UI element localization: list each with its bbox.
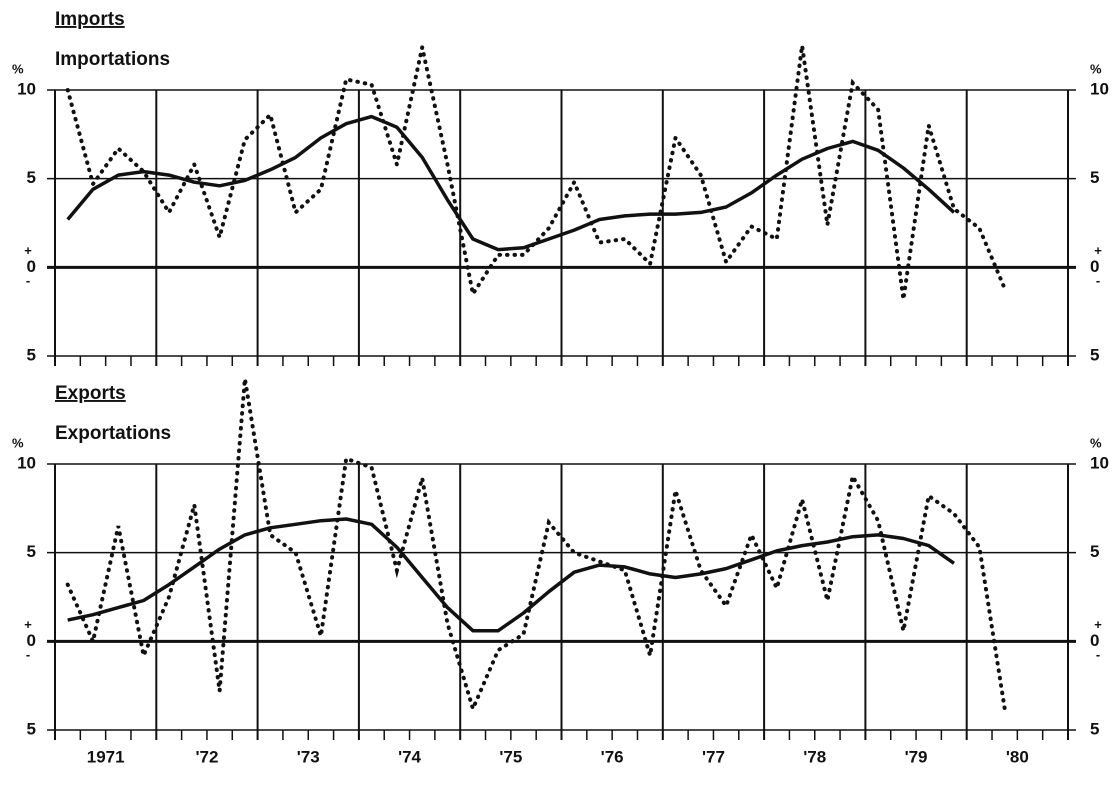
unit-label: % [1090, 61, 1102, 76]
x-tick-label: '74 [398, 747, 421, 766]
x-tick-label: '80 [1006, 747, 1029, 766]
panel-subtitle: Importations [55, 49, 170, 70]
unit-label: % [12, 61, 24, 76]
y-tick-label: 5 [27, 719, 36, 738]
x-tick-label: '76 [601, 747, 624, 766]
y-tick-label: 5 [27, 345, 36, 364]
zero-sign: - [1096, 647, 1100, 662]
panel-title: Imports [55, 9, 125, 30]
x-tick-label: '73 [297, 747, 320, 766]
unit-label: % [12, 435, 24, 450]
zero-sign: - [1096, 273, 1100, 288]
zero-sign: - [26, 273, 30, 288]
series-line [67, 517, 956, 633]
series-line [65, 45, 1007, 300]
y-tick-label: 10 [17, 79, 36, 98]
zero-sign: + [1094, 243, 1102, 258]
x-tick-label: 1971 [87, 747, 125, 766]
y-tick-label: 10 [17, 453, 36, 472]
y-tick-label: 10 [1090, 453, 1109, 472]
zero-sign: + [24, 617, 32, 632]
unit-label: % [1090, 435, 1102, 450]
y-tick-label: 0 [27, 257, 36, 276]
x-tick-label: '75 [499, 747, 522, 766]
zero-sign: - [26, 647, 30, 662]
y-tick-label: 0 [27, 631, 36, 650]
panel-title: Exports [55, 383, 126, 404]
y-tick-label: 5 [27, 542, 36, 561]
series-line [66, 114, 956, 252]
x-tick-label: '72 [195, 747, 218, 766]
y-tick-label: 0 [1090, 631, 1099, 650]
y-tick-label: 10 [1090, 79, 1109, 98]
series-line [65, 378, 1007, 715]
x-tick-label: '77 [702, 747, 725, 766]
y-tick-label: 5 [1090, 719, 1099, 738]
y-tick-label: 0 [1090, 257, 1099, 276]
y-tick-label: 5 [1090, 542, 1099, 561]
x-tick-label: '79 [905, 747, 928, 766]
panel-subtitle: Exportations [55, 423, 171, 444]
y-tick-label: 5 [27, 168, 36, 187]
zero-sign: + [24, 243, 32, 258]
y-tick-label: 5 [1090, 345, 1099, 364]
y-tick-label: 5 [1090, 168, 1099, 187]
zero-sign: + [1094, 617, 1102, 632]
x-tick-label: '78 [803, 747, 826, 766]
